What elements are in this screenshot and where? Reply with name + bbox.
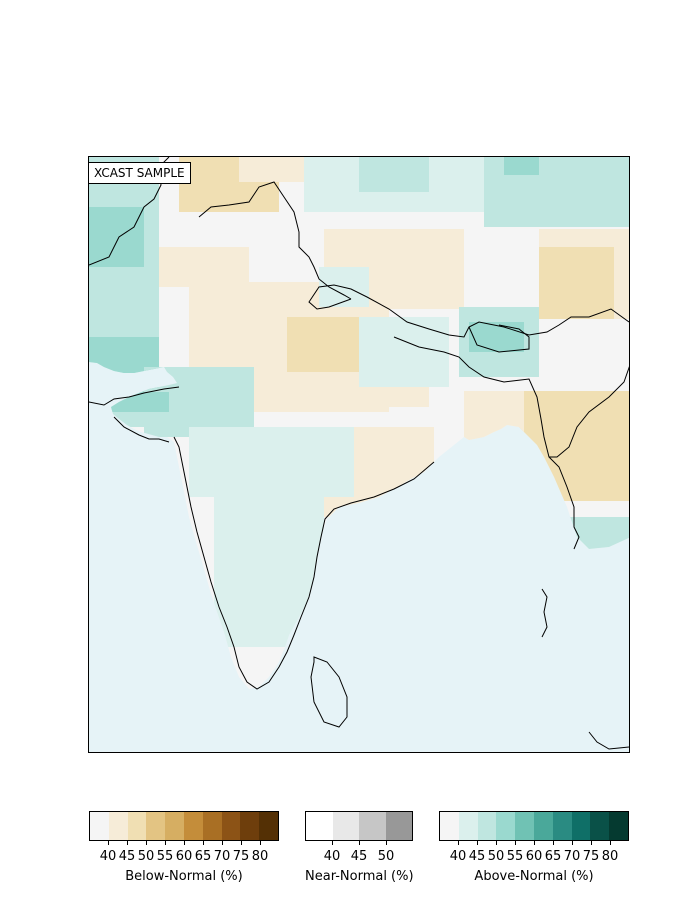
near-tick-label: 40: [323, 849, 341, 864]
above-swatch-9: [609, 812, 628, 840]
below-tick-mark: [241, 841, 242, 845]
below-tick-mark: [127, 841, 128, 845]
above-tick-mark: [515, 841, 516, 845]
above-tick-label: 80: [601, 849, 619, 864]
above-tick-label: 75: [582, 849, 600, 864]
near-tick-mark: [386, 841, 387, 845]
above-swatch-3: [496, 812, 516, 840]
above-swatch-5: [533, 812, 553, 840]
above-tick-label: 65: [544, 849, 562, 864]
above-tick-label: 55: [506, 849, 524, 864]
forecast-map: [88, 156, 630, 753]
below-tick-label: 40: [99, 849, 117, 864]
above-tick-mark: [496, 841, 497, 845]
above-normal-title: Above-Normal (%): [474, 869, 594, 884]
above-swatch-1: [458, 812, 478, 840]
above-tick-label: 60: [525, 849, 543, 864]
above-tick-mark: [553, 841, 554, 845]
below-tick-label: 70: [213, 849, 231, 864]
below-tick-mark: [184, 841, 185, 845]
below-tick-label: 50: [137, 849, 155, 864]
below-swatch-2: [127, 812, 147, 840]
below-tick-mark: [146, 841, 147, 845]
above-swatch-2: [477, 812, 497, 840]
above-tick-mark: [458, 841, 459, 845]
near-swatch-1: [332, 812, 359, 840]
below-tick-mark: [222, 841, 223, 845]
below-tick-mark: [108, 841, 109, 845]
below-swatch-3: [146, 812, 166, 840]
above-tick-mark: [534, 841, 535, 845]
near-normal-colorbar: [305, 811, 413, 841]
above-normal-colorbar: [439, 811, 629, 841]
map-label: XCAST SAMPLE: [88, 162, 191, 184]
below-tick-label: 75: [232, 849, 250, 864]
above-tick-label: 50: [487, 849, 505, 864]
near-normal-title: Near-Normal (%): [305, 869, 414, 884]
above-swatch-6: [552, 812, 572, 840]
below-tick-label: 80: [251, 849, 269, 864]
below-swatch-7: [221, 812, 241, 840]
below-swatch-1: [108, 812, 128, 840]
near-tick-mark: [332, 841, 333, 845]
above-tick-label: 45: [468, 849, 486, 864]
below-swatch-0: [90, 812, 109, 840]
above-swatch-4: [515, 812, 534, 840]
near-swatch-3: [385, 812, 412, 840]
below-swatch-8: [240, 812, 260, 840]
below-swatch-6: [202, 812, 222, 840]
above-tick-mark: [572, 841, 573, 845]
above-tick-mark: [477, 841, 478, 845]
near-swatch-2: [359, 812, 386, 840]
below-tick-mark: [260, 841, 261, 845]
above-swatch-8: [590, 812, 610, 840]
below-tick-label: 65: [194, 849, 212, 864]
above-tick-mark: [591, 841, 592, 845]
below-tick-label: 45: [118, 849, 136, 864]
below-swatch-9: [259, 812, 278, 840]
below-tick-label: 60: [175, 849, 193, 864]
above-tick-label: 70: [563, 849, 581, 864]
below-tick-label: 55: [156, 849, 174, 864]
above-swatch-7: [571, 812, 591, 840]
above-tick-label: 40: [449, 849, 467, 864]
near-tick-mark: [359, 841, 360, 845]
below-tick-mark: [203, 841, 204, 845]
above-swatch-0: [440, 812, 459, 840]
below-normal-title: Below-Normal (%): [125, 869, 243, 884]
near-swatch-0: [306, 812, 333, 840]
near-tick-label: 45: [350, 849, 368, 864]
below-swatch-4: [165, 812, 184, 840]
map-canvas: [89, 157, 629, 750]
above-tick-mark: [610, 841, 611, 845]
below-swatch-5: [183, 812, 203, 840]
near-tick-label: 50: [377, 849, 395, 864]
below-tick-mark: [165, 841, 166, 845]
below-normal-colorbar: [89, 811, 279, 841]
